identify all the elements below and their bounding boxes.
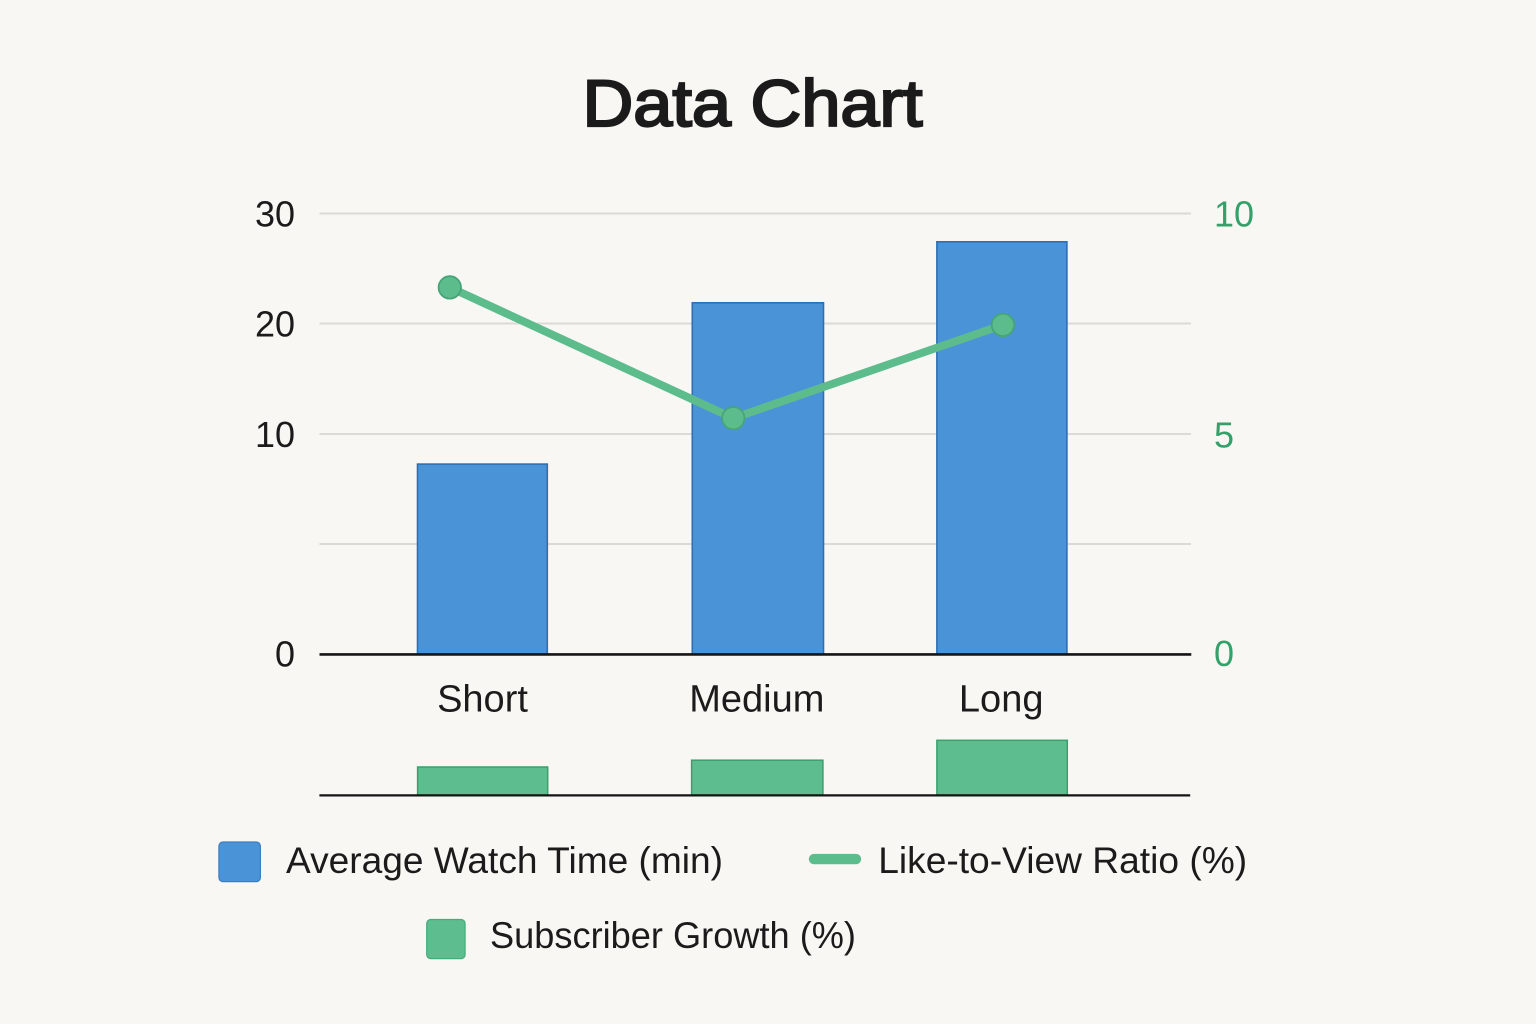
svg-text:0: 0 bbox=[1214, 633, 1234, 674]
svg-text:30: 30 bbox=[255, 194, 295, 235]
svg-text:10: 10 bbox=[255, 414, 295, 455]
svg-text:Short: Short bbox=[437, 678, 528, 720]
svg-text:0: 0 bbox=[275, 634, 295, 675]
svg-text:5: 5 bbox=[1214, 415, 1234, 456]
svg-text:Like-to-View Ratio (%): Like-to-View Ratio (%) bbox=[878, 839, 1247, 881]
svg-text:20: 20 bbox=[255, 304, 295, 345]
svg-text:Subscriber Growth (%): Subscriber Growth (%) bbox=[490, 914, 856, 956]
svg-text:Average Watch Time (min): Average Watch Time (min) bbox=[286, 839, 723, 881]
svg-text:Medium: Medium bbox=[689, 678, 824, 720]
svg-text:Data Chart: Data Chart bbox=[583, 67, 923, 140]
svg-text:10: 10 bbox=[1214, 194, 1254, 235]
svg-text:Long: Long bbox=[959, 678, 1044, 720]
